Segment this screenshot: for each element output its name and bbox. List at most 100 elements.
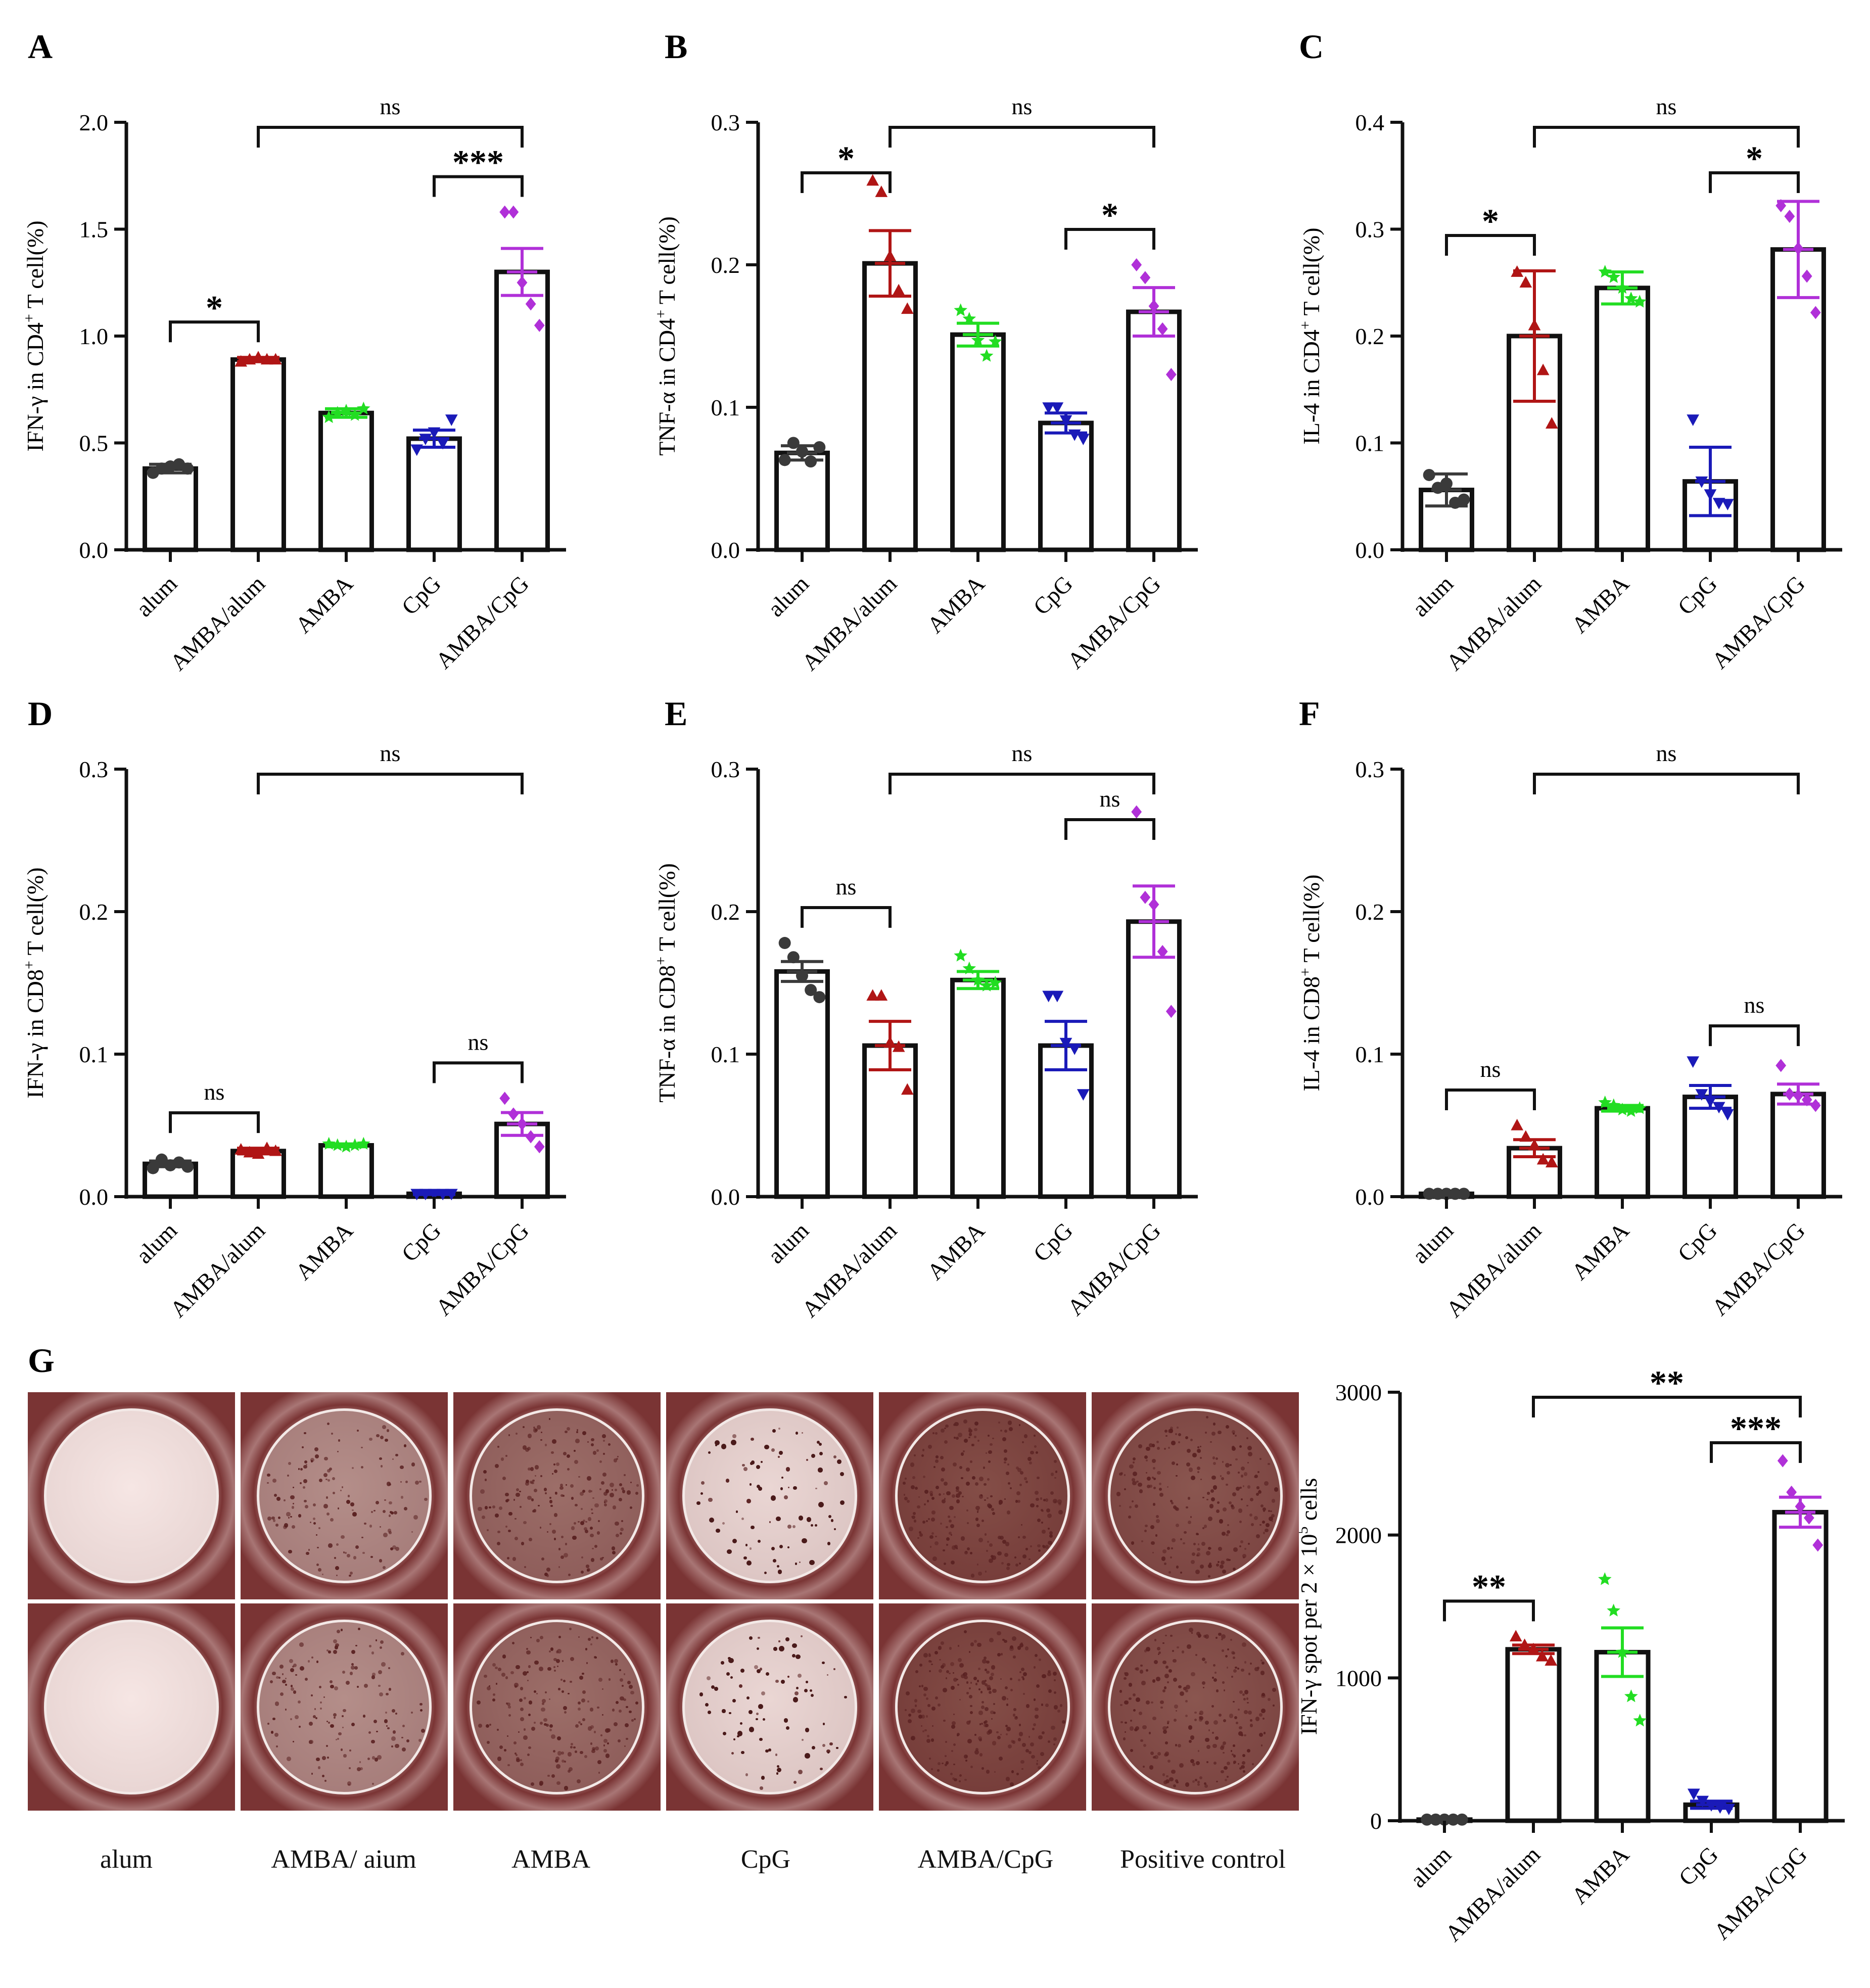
elispot-spot — [732, 1698, 736, 1702]
elispot-spot — [737, 1735, 739, 1738]
elispot-spot — [1175, 1524, 1179, 1527]
elispot-spot — [943, 1493, 945, 1495]
elispot-spot — [745, 1773, 748, 1776]
elispot-spot — [525, 1479, 530, 1483]
elispot-spot — [556, 1764, 560, 1769]
elispot-spot — [756, 1713, 759, 1716]
elispot-spot — [395, 1743, 400, 1748]
significance-bracket — [1445, 233, 1536, 256]
data-point — [901, 302, 914, 314]
elispot-spot — [630, 1690, 634, 1694]
elispot-spot — [591, 1512, 593, 1514]
elispot-spot — [305, 1463, 308, 1466]
elispot-spot — [828, 1514, 832, 1518]
elispot-spot — [615, 1663, 618, 1666]
elispot-spot — [985, 1571, 987, 1573]
significance-label: ns — [1012, 93, 1033, 119]
elispot-spot — [1174, 1506, 1179, 1511]
y-axis-label-rest: cells — [1296, 1478, 1322, 1527]
elispot-spot — [524, 1566, 527, 1568]
elispot-spot — [951, 1534, 953, 1536]
elispot-spot — [971, 1574, 975, 1578]
elispot-spot — [1005, 1542, 1009, 1546]
elispot-spot — [615, 1521, 619, 1526]
elispot-spot — [549, 1496, 551, 1499]
elispot-spot — [1036, 1497, 1039, 1501]
elispot-spot — [508, 1529, 511, 1532]
elispot-spot — [341, 1715, 344, 1718]
elispot-spot — [990, 1495, 993, 1498]
elispot-spot — [958, 1432, 963, 1437]
elispot-spot — [1016, 1491, 1020, 1496]
data-point — [1536, 1153, 1550, 1165]
elispot-spot — [304, 1504, 309, 1509]
elispot-spot — [1021, 1676, 1024, 1679]
elispot-spot — [805, 1753, 810, 1759]
elispot-spot — [322, 1774, 325, 1777]
x-tick-label: alum — [1407, 571, 1458, 622]
elispot-spot — [351, 1723, 355, 1727]
elispot-spot — [1181, 1650, 1185, 1653]
elispot-spot — [1207, 1564, 1212, 1569]
elispot-spot — [560, 1679, 563, 1681]
elispot-spot — [1221, 1531, 1226, 1536]
elispot-spot — [293, 1664, 297, 1668]
elispot-spot — [732, 1434, 736, 1439]
elispot-spot — [970, 1642, 974, 1646]
elispot-spot — [811, 1453, 816, 1458]
elispot-spot — [589, 1708, 594, 1712]
elispot-spot — [1197, 1634, 1201, 1638]
elispot-spot — [541, 1708, 545, 1712]
elispot-spot — [552, 1439, 557, 1444]
elispot-spot — [1257, 1471, 1260, 1473]
well-dish — [257, 1620, 432, 1794]
elispot-spot — [1231, 1753, 1234, 1756]
elispot-spot — [929, 1546, 932, 1548]
elispot-spot — [960, 1452, 964, 1456]
elispot-spot — [392, 1458, 394, 1460]
elispot-spot — [943, 1549, 945, 1552]
elispot-spot — [1271, 1499, 1276, 1503]
elispot-spot — [950, 1685, 955, 1690]
elispot-spot — [1131, 1541, 1135, 1545]
elispot-spot — [1051, 1725, 1055, 1730]
elispot-spot — [1226, 1558, 1229, 1561]
y-axis-label-rest: T cell(%) — [654, 216, 680, 310]
elispot-spot — [949, 1672, 951, 1675]
elispot-spot — [746, 1560, 752, 1566]
elispot-spot — [527, 1495, 532, 1500]
elispot-spot — [1129, 1506, 1132, 1508]
elispot-spot — [380, 1436, 384, 1440]
elispot-spot — [778, 1427, 781, 1430]
elispot-spot — [1197, 1783, 1200, 1786]
elispot-spot — [563, 1495, 565, 1497]
elispot-spot — [1149, 1765, 1154, 1770]
elispot-spot — [323, 1504, 328, 1508]
elispot-spot — [1171, 1538, 1176, 1543]
elispot-spot — [288, 1549, 292, 1554]
elispot-spot — [552, 1530, 556, 1534]
elispot-spot — [563, 1452, 567, 1455]
elispot-spot — [796, 1654, 801, 1660]
data-point — [989, 976, 1002, 989]
elispot-spot — [967, 1522, 969, 1525]
elispot-spot — [727, 1549, 732, 1554]
elispot-spot — [944, 1481, 948, 1486]
elispot-spot — [1194, 1711, 1197, 1714]
elispot-spot — [819, 1442, 822, 1446]
elispot-spot — [1167, 1486, 1169, 1488]
elispot-spot — [372, 1673, 376, 1676]
significance-bracket — [801, 171, 892, 193]
elispot-spot — [298, 1514, 301, 1518]
elispot-spot — [528, 1746, 531, 1749]
elispot-spot — [965, 1760, 967, 1762]
data-point — [1511, 1119, 1524, 1130]
elispot-spot — [941, 1641, 944, 1645]
elispot-spot — [291, 1506, 294, 1509]
elispot-spot — [990, 1710, 994, 1714]
elispot-spot — [618, 1739, 621, 1743]
elispot-spot — [1192, 1780, 1195, 1783]
well-dish — [682, 1408, 857, 1583]
data-point — [1165, 368, 1177, 382]
elispot-spot — [1018, 1424, 1021, 1426]
